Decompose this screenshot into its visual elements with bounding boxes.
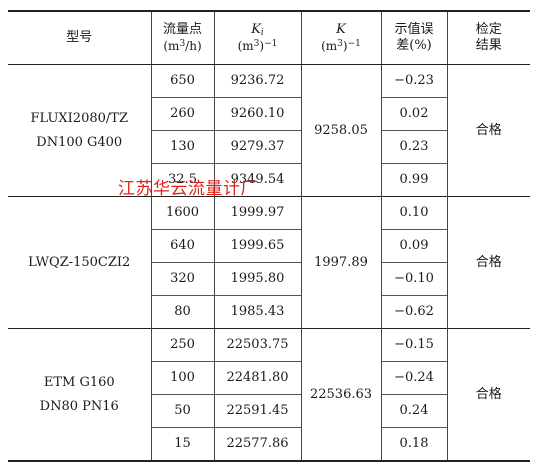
error-cell: 0.09 [380, 229, 447, 263]
table-row: 260 9260.10 0.02 [8, 97, 530, 131]
error-cell: −0.62 [380, 295, 447, 329]
header-flow-point: 流量点 (m3/h) [150, 10, 214, 65]
ki-cell: 9349.54 [213, 163, 301, 197]
ki-cell: 22591.45 [213, 394, 301, 428]
header-model: 型号 [8, 10, 151, 65]
table-row: FLUXI2080/TZ DN100 G400 650 9236.72 9258… [8, 64, 530, 197]
table-row: 100 22481.80 −0.24 [8, 361, 530, 395]
error-cell: 0.23 [380, 130, 447, 164]
ki-cell: 9279.37 [213, 130, 301, 164]
k-cell: 9258.05 [300, 64, 381, 197]
ki-cell: 1999.97 [213, 196, 301, 230]
flow-cell: 320 [150, 262, 214, 296]
result-cell: 合格 [446, 196, 530, 329]
flow-cell: 100 [150, 361, 214, 395]
ki-cell: 22577.86 [213, 427, 301, 462]
error-cell: −0.24 [380, 361, 447, 395]
k-cell: 1997.89 [300, 196, 381, 329]
table-row: 50 22591.45 0.24 [8, 394, 530, 428]
result-cell: 合格 [446, 64, 530, 197]
ki-cell: 9236.72 [213, 64, 301, 98]
calibration-table: 型号 流量点 (m3/h) Ki (m3)−1 K (m3)−1 示值误 差(%… [8, 10, 530, 462]
model-cell: ETM G160 DN80 PN16 [8, 328, 151, 462]
flow-cell: 32.5 [150, 163, 214, 197]
header-error: 示值误 差(%) [380, 10, 447, 65]
flow-cell: 15 [150, 427, 214, 462]
ki-cell: 1999.65 [213, 229, 301, 263]
error-cell: 0.99 [380, 163, 447, 197]
header-k: K (m3)−1 [300, 10, 381, 65]
error-cell: 0.18 [380, 427, 447, 462]
watermark-text: 江苏华云流量计厂 [118, 179, 258, 199]
model-cell: FLUXI2080/TZ DN100 G400 [8, 64, 151, 197]
flow-cell: 640 [150, 229, 214, 263]
ki-cell: 1985.43 [213, 295, 301, 329]
ki-cell: 22481.80 [213, 361, 301, 395]
error-cell: −0.23 [380, 64, 447, 98]
k-cell: 22536.63 [300, 328, 381, 462]
error-cell: −0.10 [380, 262, 447, 296]
error-cell: 0.24 [380, 394, 447, 428]
ki-cell: 1995.80 [213, 262, 301, 296]
table-row: 640 1999.65 0.09 [8, 229, 530, 263]
flow-cell: 130 [150, 130, 214, 164]
result-cell: 合格 [446, 328, 530, 462]
flow-cell: 650 [150, 64, 214, 98]
flow-cell: 50 [150, 394, 214, 428]
table-row: LWQZ-150CZI2 1600 1999.97 1997.89 0.10 合… [8, 196, 530, 329]
ki-cell: 22503.75 [213, 328, 301, 362]
flow-cell: 260 [150, 97, 214, 131]
header-row: 型号 流量点 (m3/h) Ki (m3)−1 K (m3)−1 示值误 差(%… [8, 10, 530, 65]
table-row: 80 1985.43 −0.62 [8, 295, 530, 329]
table-row: 32.5 9349.54 0.99 [8, 163, 530, 197]
error-cell: 0.10 [380, 196, 447, 230]
flow-cell: 80 [150, 295, 214, 329]
model-cell: LWQZ-150CZI2 [8, 196, 151, 329]
table-row: ETM G160 DN80 PN16 250 22503.75 22536.63… [8, 328, 530, 462]
flow-cell: 1600 [150, 196, 214, 230]
header-ki: Ki (m3)−1 [213, 10, 301, 65]
table-row: 15 22577.86 0.18 [8, 427, 530, 462]
error-cell: 0.02 [380, 97, 447, 131]
table-row: 320 1995.80 −0.10 [8, 262, 530, 296]
header-result: 检定 结果 [446, 10, 530, 65]
error-cell: −0.15 [380, 328, 447, 362]
ki-cell: 9260.10 [213, 97, 301, 131]
flow-cell: 250 [150, 328, 214, 362]
table-row: 130 9279.37 0.23 [8, 130, 530, 164]
